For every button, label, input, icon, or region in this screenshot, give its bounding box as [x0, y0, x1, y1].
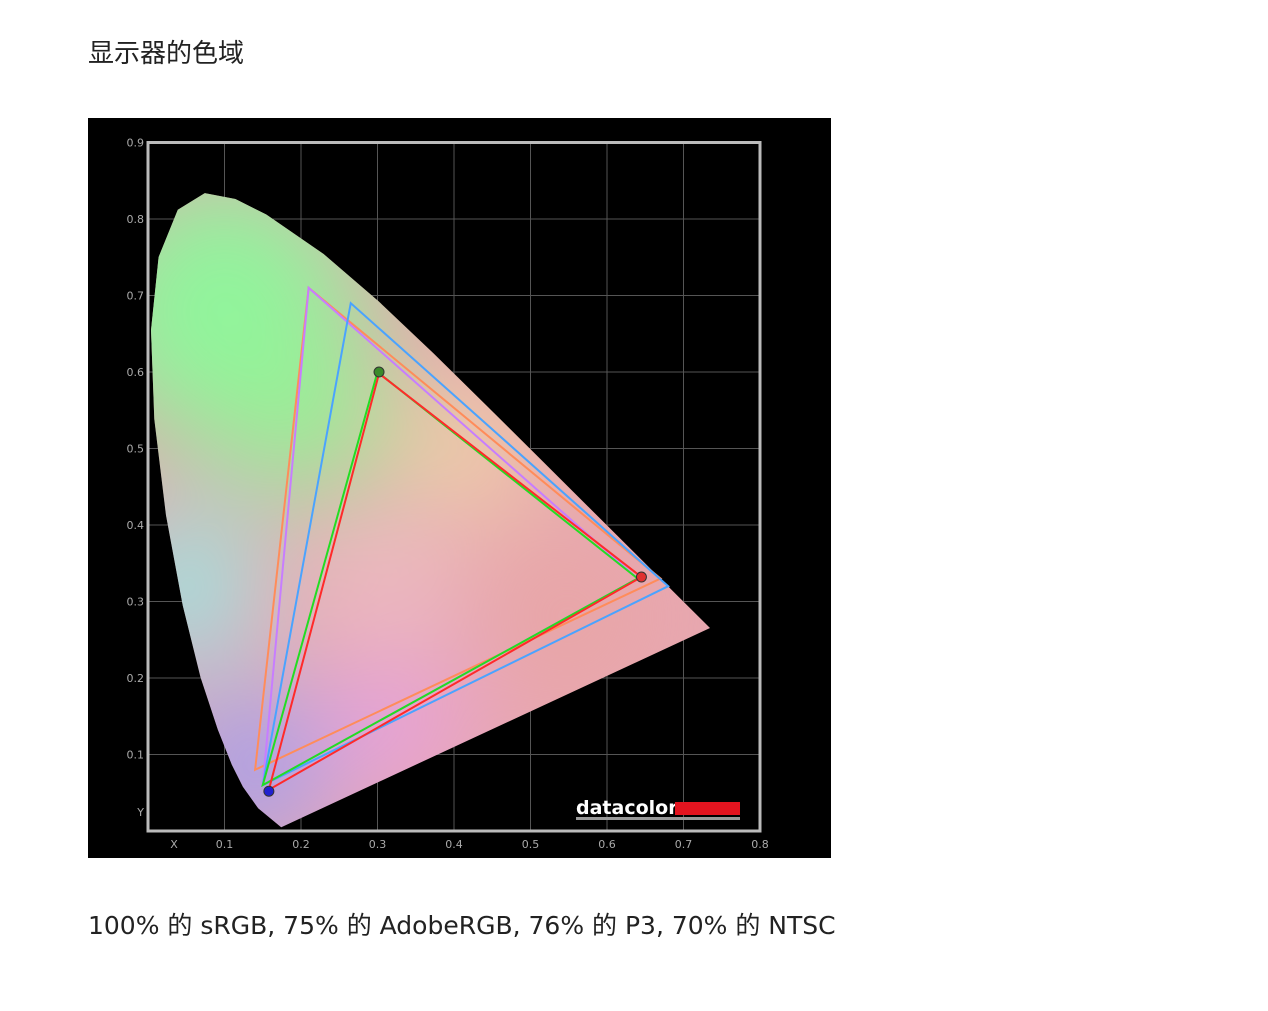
measured-point — [635, 571, 647, 583]
x-tick-label: 0.4 — [445, 838, 463, 851]
axes: 0.1 0.2 0.3 0.4 0.5 0.6 0.7 0.8 0.1 0.2 0.3 0.4 0.5 0… — [127, 137, 769, 852]
y-tick-label: 0.6 — [127, 366, 145, 379]
plot-frame — [146, 141, 762, 833]
x-tick-label: 0.5 — [522, 838, 540, 851]
page-title: 显示器的色域 — [88, 39, 245, 69]
x-axis-label: X — [170, 838, 178, 851]
cie-chromaticity-chart: 0.1 0.2 0.3 0.4 0.5 0.6 0.7 0.8 0.1 0.2 0.3 0.4 0.5 0… — [88, 118, 831, 858]
measured-point — [263, 785, 275, 797]
x-tick-label: 0.6 — [598, 838, 616, 851]
gamut-caption: 100% 的 sRGB, 75% 的 AdobeRGB, 76% 的 P3, 7… — [88, 911, 836, 940]
chart-svg: 0.1 0.2 0.3 0.4 0.5 0.6 0.7 0.8 0.1 0.2 0.3 0.4 0.5 0… — [127, 137, 769, 852]
datacolor-logo: datacolor — [576, 797, 740, 820]
x-tick-label: 0.1 — [216, 838, 234, 851]
y-tick-label: 0.4 — [127, 519, 145, 532]
x-tick-label: 0.7 — [675, 838, 693, 851]
y-tick-label: 0.3 — [127, 596, 145, 609]
locus-gradient — [355, 548, 416, 609]
locus-gradient — [332, 663, 453, 784]
measured-point — [373, 366, 385, 378]
logo-underline — [576, 817, 740, 820]
logo-bar — [675, 802, 740, 815]
y-tick-label: 0.5 — [127, 443, 145, 456]
y-tick-label: 0.1 — [127, 749, 145, 762]
locus-gradient — [151, 516, 257, 657]
gamut-triangle — [261, 301, 670, 787]
gamut-triangle — [267, 371, 644, 792]
gamut-triangle — [261, 370, 640, 788]
y-tick-label: 0.9 — [127, 137, 145, 150]
gamut-triangles — [253, 285, 670, 792]
measured-points — [263, 366, 647, 797]
x-tick-label: 0.2 — [292, 838, 310, 851]
spectral-locus — [151, 193, 710, 828]
y-tick-label: 0.8 — [127, 213, 145, 226]
y-tick-label: 0.2 — [127, 672, 145, 685]
logo-text: datacolor — [576, 797, 678, 819]
y-axis-label: Y — [136, 806, 144, 819]
gamut-triangle — [253, 285, 663, 772]
locus-gradient — [211, 320, 391, 501]
x-tick-label: 0.3 — [369, 838, 387, 851]
x-tick-label: 0.8 — [751, 838, 769, 851]
y-tick-label: 0.7 — [127, 290, 145, 303]
